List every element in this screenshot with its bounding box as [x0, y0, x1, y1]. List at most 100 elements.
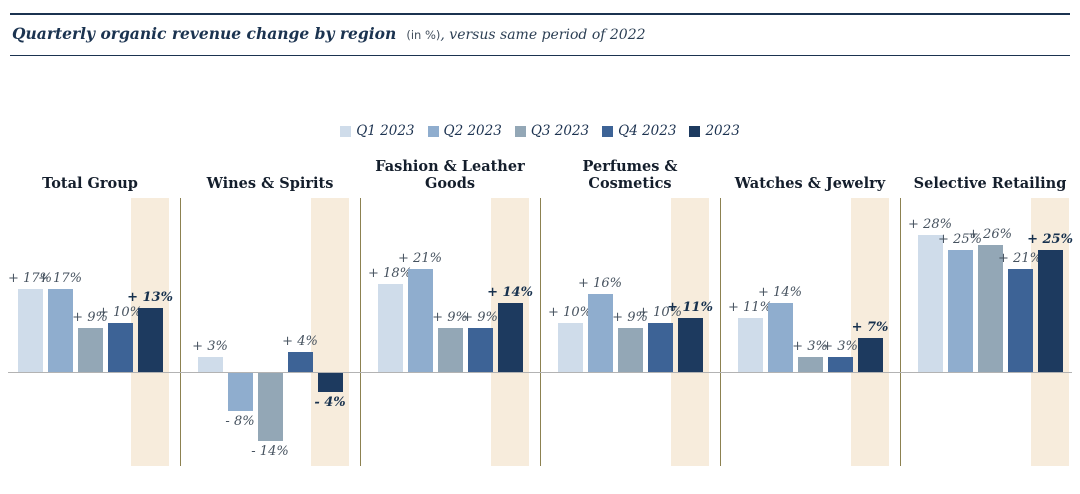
- bar: [317, 372, 343, 392]
- highlight-band: [311, 198, 349, 466]
- bar: [917, 234, 943, 372]
- figure-title: Quarterly organic revenue change by regi…: [12, 24, 397, 43]
- bar-value-label: + 3%: [192, 339, 228, 355]
- bar-group: + 28% + 25% + 26% + 21% + 25%: [900, 198, 1080, 466]
- bar: [407, 269, 433, 372]
- group-title-total-group: Total Group: [42, 174, 138, 192]
- legend-item: Q4 2023: [602, 123, 676, 139]
- bar-value-label: + 9%: [462, 309, 498, 325]
- bar: [137, 308, 163, 372]
- bar: [647, 323, 673, 372]
- legend-swatch: [689, 125, 701, 137]
- bar: [557, 323, 583, 372]
- legend-item: Q1 2023: [340, 123, 415, 139]
- bar-value-label: + 7%: [851, 319, 889, 335]
- bar-value-label: + 10%: [548, 305, 592, 320]
- group-separator: [360, 198, 361, 466]
- bar-value-label: - 4%: [314, 394, 346, 410]
- bar-group: + 3% - 8% - 14% + 4% - 4%: [180, 198, 360, 466]
- bar: [947, 249, 973, 372]
- bar-value-label: - 8%: [225, 414, 255, 430]
- highlight-band: [851, 198, 889, 466]
- legend-swatch: [602, 125, 614, 137]
- bar: [47, 288, 73, 372]
- bar-value-label: + 13%: [127, 290, 173, 306]
- group-title-perfumes-cosmetics: Perfumes & Cosmetics: [582, 157, 678, 192]
- bar-value-label: + 11%: [728, 300, 772, 316]
- figure-header: Quarterly organic revenue change by regi…: [10, 13, 1070, 56]
- bar: [287, 352, 313, 372]
- bar: [197, 357, 223, 372]
- bar: [257, 372, 283, 441]
- group-title-wines-spirits: Wines & Spirits: [206, 174, 334, 192]
- group-title-watches-jewelry: Watches & Jewelry: [734, 174, 886, 192]
- legend-item: 2023: [689, 123, 740, 139]
- legend-label: Q3 2023: [530, 123, 590, 139]
- bar-group: + 10% + 16% + 9% + 10% + 11%: [540, 198, 720, 466]
- legend-swatch: [514, 125, 526, 137]
- bar-value-label: + 18%: [368, 265, 412, 281]
- bar-value-label: + 9%: [612, 309, 648, 325]
- group-separator: [180, 198, 181, 466]
- bar: [977, 244, 1003, 372]
- bar-value-label: + 14%: [487, 285, 533, 301]
- bar: [227, 372, 253, 412]
- figure-title-suffix: , versus same period of 2022: [440, 27, 646, 43]
- bar-value-label: + 4%: [282, 334, 318, 350]
- bar: [1007, 269, 1033, 372]
- bar: [77, 327, 103, 372]
- bar: [1037, 249, 1063, 372]
- bar-value-label: + 26%: [968, 226, 1012, 242]
- group-titles-row: Total Group Wines & Spirits Fashion & Le…: [0, 144, 1080, 194]
- plot-area: + 17% + 17% + 9% + 10% + 13% + 3% - 8% - 14% + 4…: [0, 198, 1080, 466]
- zero-baseline: [8, 372, 1072, 373]
- bar-value-label: + 17%: [38, 270, 82, 286]
- legend-label: 2023: [705, 123, 740, 139]
- bar-value-label: + 3%: [822, 339, 858, 355]
- legend-swatch: [340, 125, 352, 137]
- bar: [107, 323, 133, 372]
- bar: [767, 303, 793, 372]
- bar: [377, 283, 403, 372]
- bar: [677, 318, 703, 372]
- bar: [437, 327, 463, 372]
- group-separator: [540, 198, 541, 466]
- bar-group: + 11% + 14% + 3% + 3% + 7%: [720, 198, 900, 466]
- bar: [467, 327, 493, 372]
- bar: [587, 293, 613, 372]
- bar-value-label: - 14%: [251, 443, 289, 459]
- legend-item: Q2 2023: [427, 123, 502, 139]
- group-title-selective-retailing: Selective Retailing: [913, 174, 1067, 192]
- bar: [497, 303, 523, 372]
- group-separator: [900, 198, 901, 466]
- bar: [617, 327, 643, 372]
- bar-group: + 17% + 17% + 9% + 10% + 13%: [0, 198, 180, 466]
- bar: [857, 337, 883, 372]
- chart-legend: Q1 2023 Q2 2023 Q3 2023 Q4 2023 2023: [0, 123, 1080, 139]
- bar-value-label: + 25%: [1027, 231, 1073, 247]
- legend-swatch: [427, 125, 439, 137]
- bar-value-label: + 17%: [8, 270, 52, 286]
- bar-value-label: + 10%: [638, 305, 682, 320]
- bar-value-label: + 21%: [398, 251, 442, 267]
- bar: [17, 288, 43, 372]
- legend-label: Q4 2023: [618, 123, 677, 139]
- legend-label: Q2 2023: [443, 123, 502, 139]
- group-title-fashion-leather-goods: Fashion & Leather Goods: [375, 157, 525, 192]
- bar: [737, 318, 763, 372]
- group-separator: [720, 198, 721, 466]
- bar-value-label: + 11%: [667, 300, 713, 316]
- bar-value-label: + 3%: [792, 339, 828, 355]
- bar-value-label: + 10%: [98, 305, 142, 320]
- bar-group: + 18% + 21% + 9% + 9% + 14%: [360, 198, 540, 466]
- bar: [797, 357, 823, 372]
- bar-value-label: + 9%: [72, 309, 108, 325]
- bar-value-label: + 25%: [938, 231, 982, 247]
- legend-item: Q3 2023: [514, 123, 590, 139]
- bar: [827, 357, 853, 372]
- bar-value-label: + 28%: [908, 216, 952, 232]
- bar-value-label: + 21%: [998, 251, 1042, 267]
- bar-value-label: + 16%: [578, 275, 622, 291]
- legend-label: Q1 2023: [356, 123, 415, 139]
